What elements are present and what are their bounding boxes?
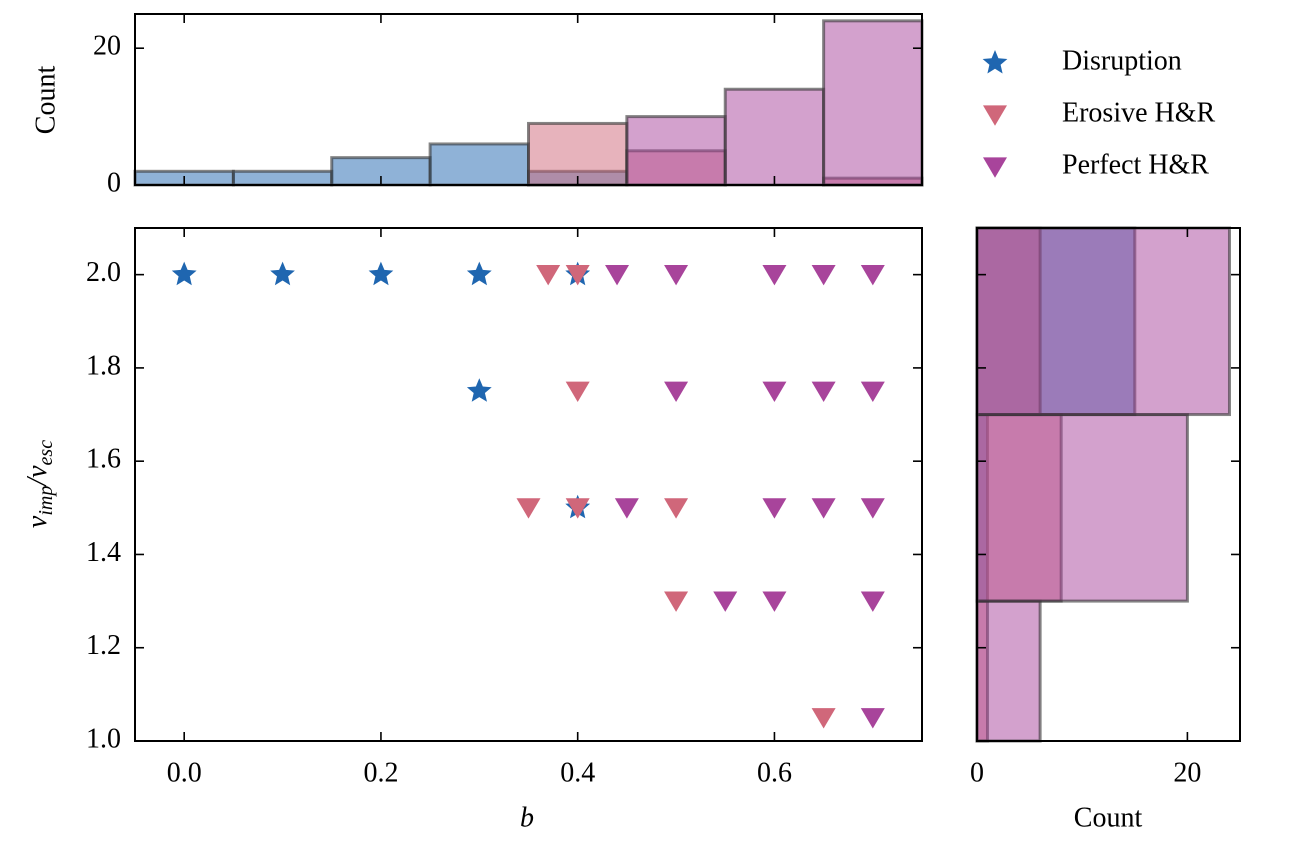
legend-marker	[983, 157, 1007, 178]
x-tick-label: 20	[1173, 757, 1201, 788]
y-tick-label: 2.0	[86, 257, 121, 288]
point	[860, 591, 885, 612]
y-tick-label: 1.4	[86, 537, 121, 568]
point	[811, 708, 836, 729]
hist-bar	[723, 87, 826, 187]
point	[860, 381, 885, 403]
hist-bar	[822, 19, 924, 187]
point	[811, 381, 836, 403]
ticks	[135, 14, 1240, 742]
hist-bar	[625, 115, 727, 187]
hist-bar	[975, 226, 1231, 417]
point	[466, 261, 492, 286]
y-tick-label: 20	[93, 31, 121, 62]
legend-label: Disruption	[1062, 45, 1182, 76]
right-hist-frame	[976, 227, 1241, 742]
x-tick-label: 0.2	[363, 757, 398, 788]
point	[664, 591, 689, 612]
y-axis-label: vimp/vesc	[22, 440, 56, 528]
point	[565, 381, 590, 403]
point	[565, 498, 590, 519]
point	[713, 591, 738, 612]
y-label-part: v	[22, 515, 53, 528]
scatter-frame	[134, 227, 923, 742]
x-axis-label: b	[520, 802, 534, 833]
y-label-part: esc	[35, 440, 57, 466]
point	[368, 261, 394, 286]
y-label-part: /v	[22, 465, 53, 488]
hist-bar	[231, 169, 334, 187]
x-tick-label: 0.0	[167, 757, 202, 788]
point	[762, 381, 787, 403]
point	[811, 265, 836, 286]
hist-bar	[975, 413, 1189, 603]
y-tick-label: 1.0	[86, 723, 121, 754]
point	[565, 265, 590, 286]
point	[762, 591, 787, 612]
y-tick-label: 1.2	[86, 630, 121, 661]
plot-layer: 0.0 0.2 0.4 0.6 1.0 1.2 1.4 1.6 1.8 2.0 0 20 0 20 Disr…	[86, 19, 1231, 788]
point	[811, 498, 836, 519]
point	[664, 498, 689, 519]
top-hist-frame	[134, 13, 923, 186]
point	[516, 498, 541, 519]
x-tick-label: 0.6	[757, 757, 792, 788]
legend-marker	[982, 50, 1008, 74]
hist-bar	[975, 599, 1042, 743]
point	[762, 265, 787, 286]
hist-bar	[428, 142, 530, 187]
x-tick-label: 0	[970, 757, 984, 788]
legend-label: Perfect H&R	[1062, 149, 1209, 180]
hist-bar	[527, 121, 629, 187]
point	[860, 265, 885, 286]
point	[270, 261, 295, 286]
point	[664, 265, 689, 286]
point	[860, 708, 885, 729]
point	[605, 265, 630, 286]
y-label-part: imp	[35, 486, 57, 516]
y-tick-label: 1.6	[86, 444, 121, 475]
y-tick-label: 1.8	[86, 350, 121, 381]
point	[466, 378, 492, 402]
point	[860, 498, 885, 519]
legend-label: Erosive H&R	[1062, 97, 1216, 128]
point	[762, 498, 787, 519]
x-tick-label: 0.4	[560, 757, 595, 788]
legend-marker	[983, 105, 1007, 126]
point	[171, 261, 197, 286]
point	[664, 381, 689, 403]
y-tick-label: 0	[107, 167, 121, 198]
top-hist-y-label: Count	[30, 66, 61, 135]
point	[614, 498, 639, 519]
hist-bar	[330, 156, 432, 187]
point	[536, 265, 561, 286]
right-hist-x-label: Count	[1074, 802, 1143, 833]
